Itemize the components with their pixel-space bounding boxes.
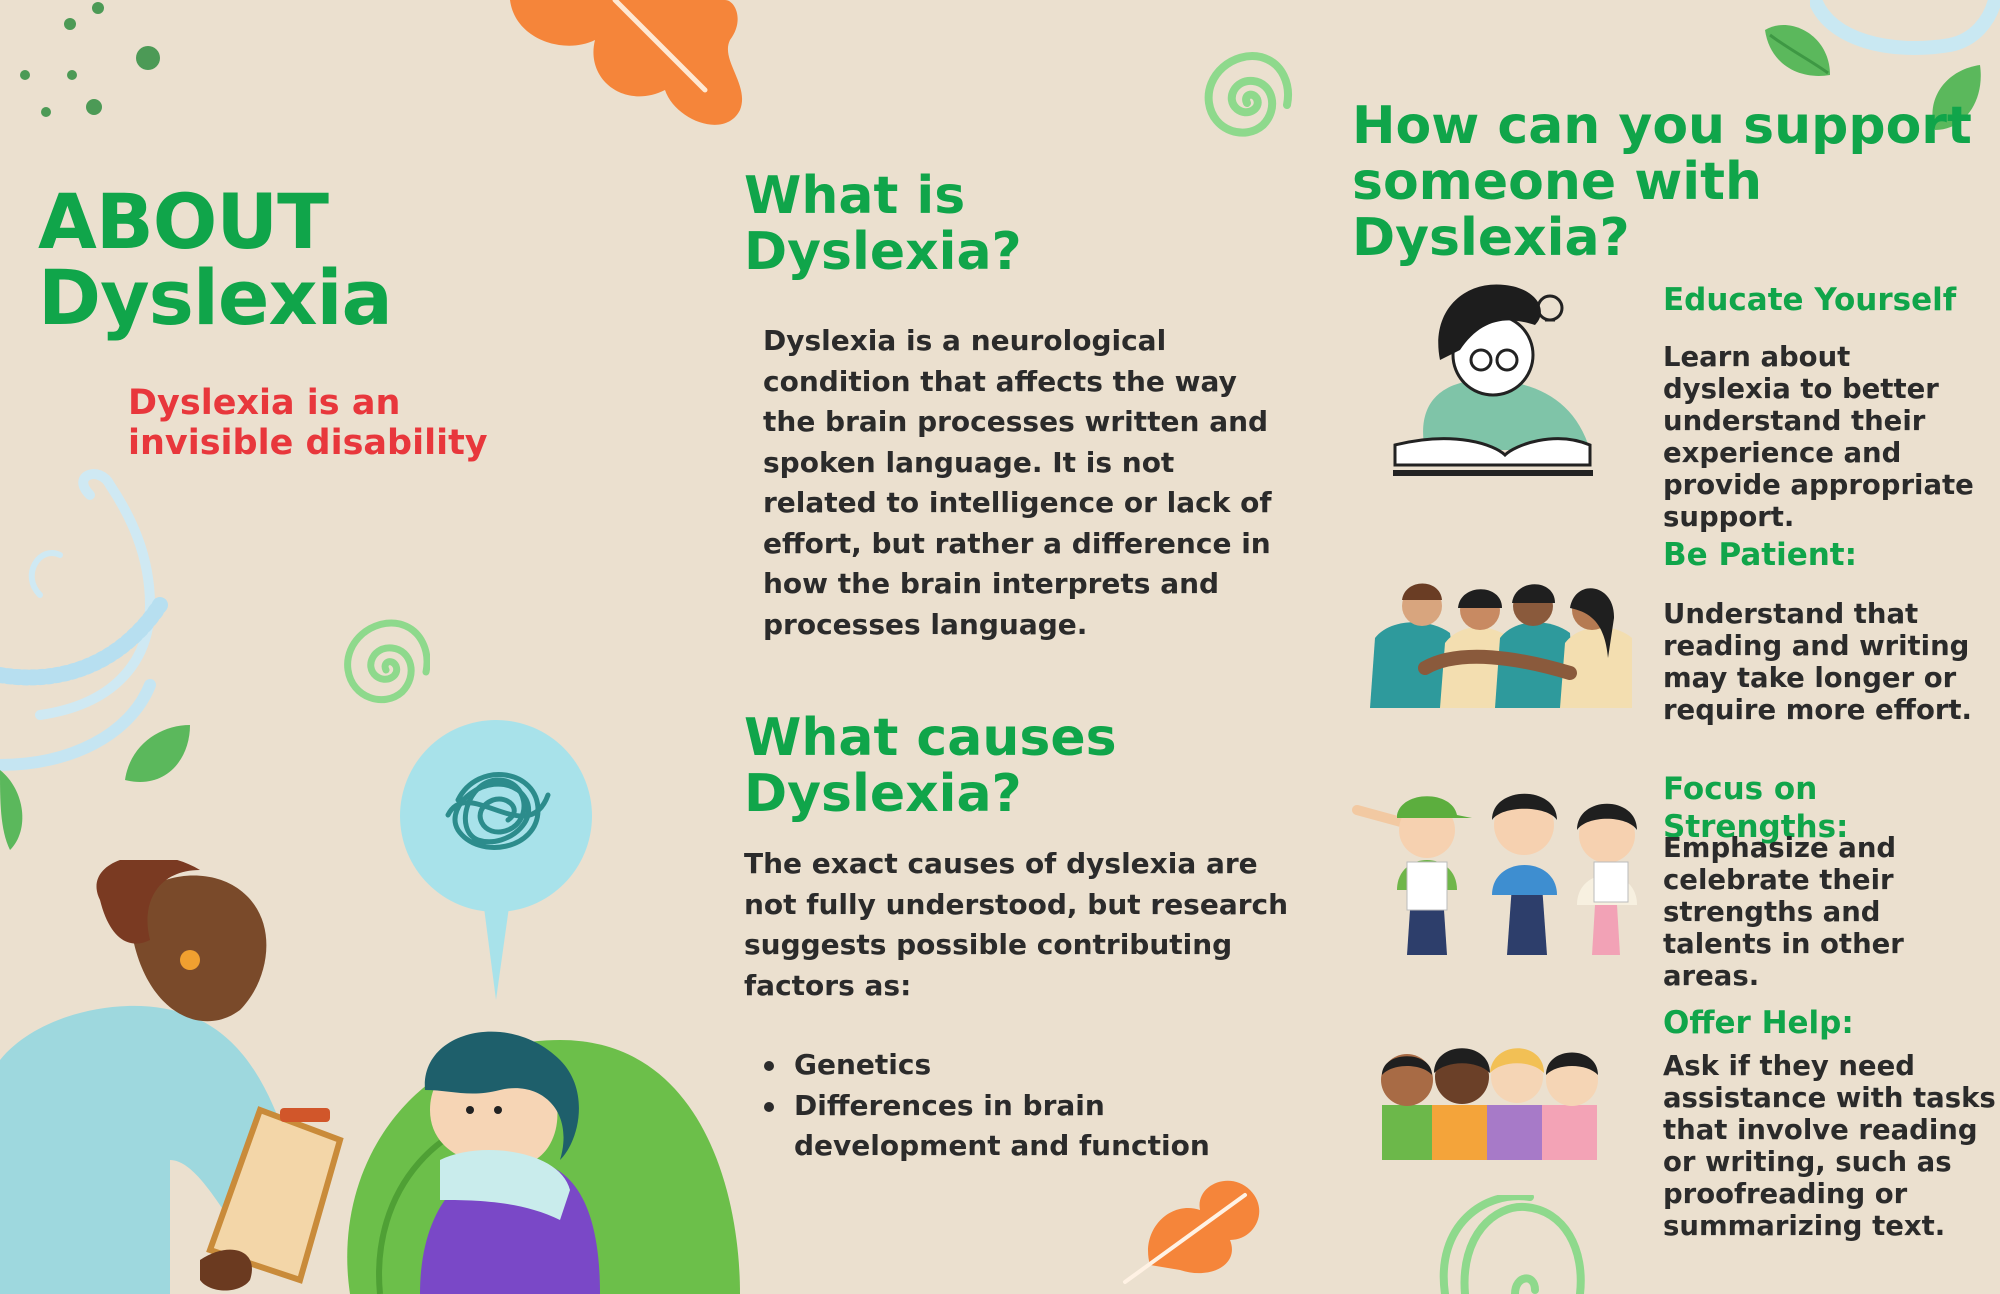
leaf-icon <box>1765 25 1830 76</box>
title-line-1: ABOUT <box>38 177 329 266</box>
swirl-icon <box>0 469 168 771</box>
page-title: ABOUT Dyslexia <box>38 177 393 342</box>
title-line-2: Dyslexia <box>38 253 393 342</box>
causes-heading-line-2: Dyslexia? <box>744 764 1022 824</box>
leaf-icon <box>1932 65 1981 130</box>
tip-text-educate: Learn about dyslexia to better understan… <box>1663 341 1974 533</box>
tip-title-strengths: Focus on Strengths: <box>1663 771 1849 845</box>
spiral-icon <box>1439 1195 1585 1294</box>
scribble-bubble-icon <box>400 720 592 1000</box>
leaf-icon <box>510 0 743 125</box>
dots-icon <box>20 2 160 117</box>
causes-heading-line-1: What causes <box>744 708 1117 768</box>
leaf-icon <box>0 770 23 850</box>
causes-body: The exact causes of dyslexia are not ful… <box>744 847 1289 1002</box>
support-heading-line-2: someone with <box>1352 152 1762 212</box>
leaf-icon <box>125 725 190 782</box>
tip-text-help: Ask if they need assistance with tasks t… <box>1663 1050 1996 1242</box>
tip-title-patient: Be Patient: <box>1663 537 1858 573</box>
teacher-student-illustration <box>0 860 740 1294</box>
children-group-illustration <box>1381 1048 1598 1160</box>
list-item: Differences in brain development and fun… <box>744 1086 1304 1167</box>
list-item: Genetics <box>744 1045 1304 1086</box>
tip-title-educate: Educate Yourself <box>1663 282 1957 318</box>
group-hug-illustration <box>1370 583 1632 708</box>
support-heading: How can you support someone with Dyslexi… <box>1352 98 1972 266</box>
causes-list: Genetics Differences in brain developmen… <box>744 1045 1304 1167</box>
causes-heading: What causes Dyslexia? <box>744 710 1117 822</box>
kids-cheering-illustration <box>1352 793 1637 955</box>
subtitle: Dyslexia is an invisible disability <box>128 383 488 463</box>
what-is-heading: What is Dyslexia? <box>744 168 1022 280</box>
what-heading-line-1: What is <box>744 166 966 226</box>
tip-title-help: Offer Help: <box>1663 1005 1854 1041</box>
support-heading-line-1: How can you support <box>1352 96 1972 156</box>
what-heading-line-2: Dyslexia? <box>744 222 1022 282</box>
spiral-icon <box>1204 52 1292 137</box>
tip-text-patient: Understand that reading and writing may … <box>1663 598 1972 726</box>
swirl-icon <box>1810 0 2000 55</box>
reading-girl-illustration <box>1393 284 1593 476</box>
support-heading-line-3: Dyslexia? <box>1352 208 1630 268</box>
what-is-body: Dyslexia is a neurological condition tha… <box>763 324 1272 641</box>
tip-text-strengths: Emphasize and celebrate their strengths … <box>1663 832 1904 992</box>
spiral-icon <box>344 619 430 704</box>
leaf-icon <box>1123 1180 1260 1284</box>
